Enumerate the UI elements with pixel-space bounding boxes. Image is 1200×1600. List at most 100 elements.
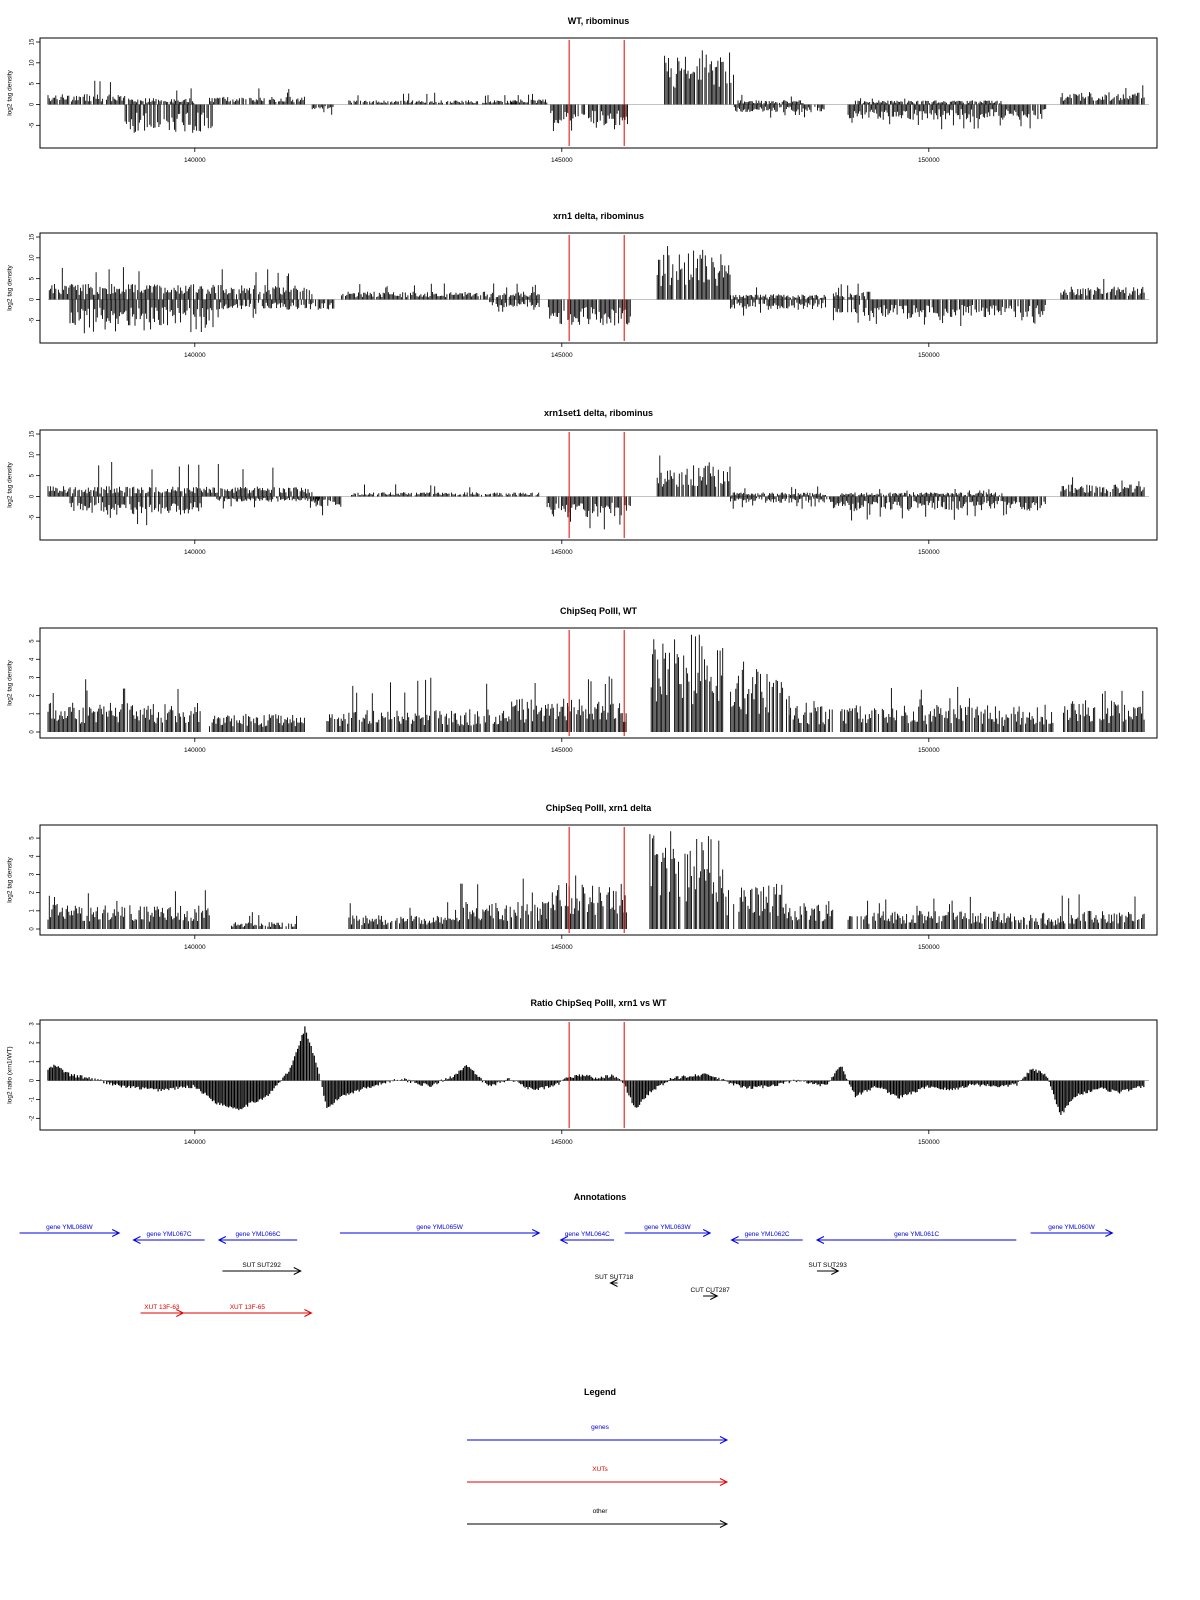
y-tick-label: 2 xyxy=(30,890,36,894)
annotation-feature: SUT SUT718 xyxy=(595,1274,634,1287)
feature-label: SUT SUT718 xyxy=(595,1274,634,1281)
y-tick-label: 10 xyxy=(30,59,36,66)
feature-label: gene YML063W xyxy=(644,1224,691,1231)
density-bars xyxy=(351,484,540,497)
y-tick-label: 15 xyxy=(30,233,36,240)
legend-entry: genes xyxy=(467,1424,729,1444)
density-bars xyxy=(730,287,826,300)
y-axis-label: log2 tag density xyxy=(7,461,14,507)
density-bars xyxy=(733,104,825,118)
arrow-head-icon xyxy=(532,1229,541,1237)
annotation-feature: SUT SUT292 xyxy=(222,1262,302,1275)
chart-panel: ChipSeq PolII, WT 0 1 2 3 4 5 log2 tag density 1… xyxy=(7,606,1158,754)
chart-panel: xrn1 delta, ribominus -5 0 5 10 15 log2 tag de… xyxy=(7,211,1158,359)
density-bars xyxy=(546,875,627,929)
y-tick-label: -1 xyxy=(30,1096,36,1102)
y-tick-label: 10 xyxy=(30,451,36,458)
annotations-panel: Annotations gene YML068W gene YML067C gene … xyxy=(19,1192,1114,1317)
density-bars xyxy=(489,299,540,312)
density-bars xyxy=(216,299,335,318)
density-bars xyxy=(209,88,305,105)
density-bars xyxy=(47,890,210,929)
y-axis-label: log2 tag density xyxy=(7,69,14,115)
arrow-head-icon xyxy=(559,1236,568,1244)
density-bars xyxy=(832,283,871,300)
x-tick-label: 145000 xyxy=(551,944,573,951)
arrow-head-icon xyxy=(710,1292,719,1300)
feature-label: gene YML067C xyxy=(147,1231,192,1238)
y-tick-label: -2 xyxy=(30,1115,36,1121)
legend-entry: other xyxy=(467,1508,729,1528)
feature-label: gene YML066C xyxy=(236,1231,281,1238)
legend-label: other xyxy=(593,1508,609,1515)
density-bars xyxy=(47,462,313,497)
density-bars xyxy=(1023,912,1062,929)
arrow-head-icon xyxy=(293,1267,302,1275)
series-marks xyxy=(47,455,1145,530)
annotation-feature: gene YML068W xyxy=(19,1224,121,1237)
density-bars xyxy=(664,50,734,105)
density-bars xyxy=(311,104,334,115)
feature-label: SUT SUT293 xyxy=(808,1262,847,1269)
density-bars xyxy=(509,93,548,105)
chart-panel: Ratio ChipSeq PolII, xrn1 vs WT -2 -1 0 1 2 3 l… xyxy=(7,998,1158,1146)
density-bars xyxy=(341,283,540,300)
y-tick-label: 15 xyxy=(30,430,36,437)
plot-frame xyxy=(39,1019,1158,1131)
density-bars xyxy=(730,661,790,732)
y-tick-label: 0 xyxy=(30,494,36,498)
arrow-head-icon xyxy=(1105,1229,1114,1237)
arrow-head-icon xyxy=(609,1279,618,1287)
annotation-feature: gene YML060W xyxy=(1030,1224,1114,1237)
chart-title: Ratio ChipSeq PolII, xrn1 vs WT xyxy=(530,998,667,1008)
x-tick-label: 150000 xyxy=(918,352,940,359)
density-bars xyxy=(730,299,826,316)
density-bars xyxy=(348,92,518,105)
annotation-feature: XUT 13F-63 xyxy=(140,1304,185,1317)
chart-panel: xrn1set1 delta, ribominus -5 0 5 10 15 log2 ta… xyxy=(7,408,1158,556)
y-tick-label: 0 xyxy=(30,927,36,931)
x-tick-label: 145000 xyxy=(551,352,573,359)
x-tick-label: 150000 xyxy=(918,549,940,556)
annotation-feature: XUT 13F-65 xyxy=(183,1304,313,1317)
density-bars xyxy=(832,299,1046,326)
y-tick-label: 4 xyxy=(30,854,36,858)
density-bars xyxy=(722,883,783,929)
density-bars xyxy=(124,104,213,133)
y-tick-label: 5 xyxy=(30,276,36,280)
chart-panel: ChipSeq PolII, xrn1 delta 0 1 2 3 4 5 log2 tag … xyxy=(7,803,1158,951)
y-tick-label: -5 xyxy=(30,122,36,128)
annotations-title: Annotations xyxy=(574,1192,627,1202)
annotation-feature: gene YML067C xyxy=(132,1231,205,1244)
annotation-feature: SUT SUT293 xyxy=(808,1262,847,1275)
density-bars xyxy=(550,104,628,131)
y-tick-label: 5 xyxy=(30,836,36,840)
annotation-feature: gene YML062C xyxy=(730,1231,803,1244)
density-bars xyxy=(546,496,631,530)
density-bars xyxy=(731,486,826,497)
feature-label: gene YML065W xyxy=(416,1224,463,1231)
density-bars xyxy=(781,901,834,929)
plot-frame xyxy=(39,429,1158,541)
plot-frame xyxy=(39,627,1158,739)
feature-label: gene YML068W xyxy=(46,1224,93,1231)
annotation-feature: gene YML063W xyxy=(624,1224,712,1237)
density-bars xyxy=(847,104,1047,130)
chart-title: ChipSeq PolII, WT xyxy=(560,606,637,616)
density-bars xyxy=(348,677,511,732)
density-bars xyxy=(649,831,724,929)
arrow-head-icon xyxy=(815,1236,825,1244)
density-bars xyxy=(47,679,201,732)
density-bars xyxy=(730,496,834,509)
y-tick-label: 1 xyxy=(30,908,36,912)
arrow-head-icon xyxy=(702,1229,712,1237)
density-bars xyxy=(1060,85,1145,105)
series-marks xyxy=(47,831,1145,929)
plot-frame xyxy=(39,37,1158,149)
x-tick-label: 140000 xyxy=(184,352,206,359)
annotation-feature: gene YML064C xyxy=(559,1231,615,1244)
x-tick-label: 140000 xyxy=(184,1139,206,1146)
x-tick-label: 145000 xyxy=(551,747,573,754)
arrow-head-icon xyxy=(217,1236,227,1244)
